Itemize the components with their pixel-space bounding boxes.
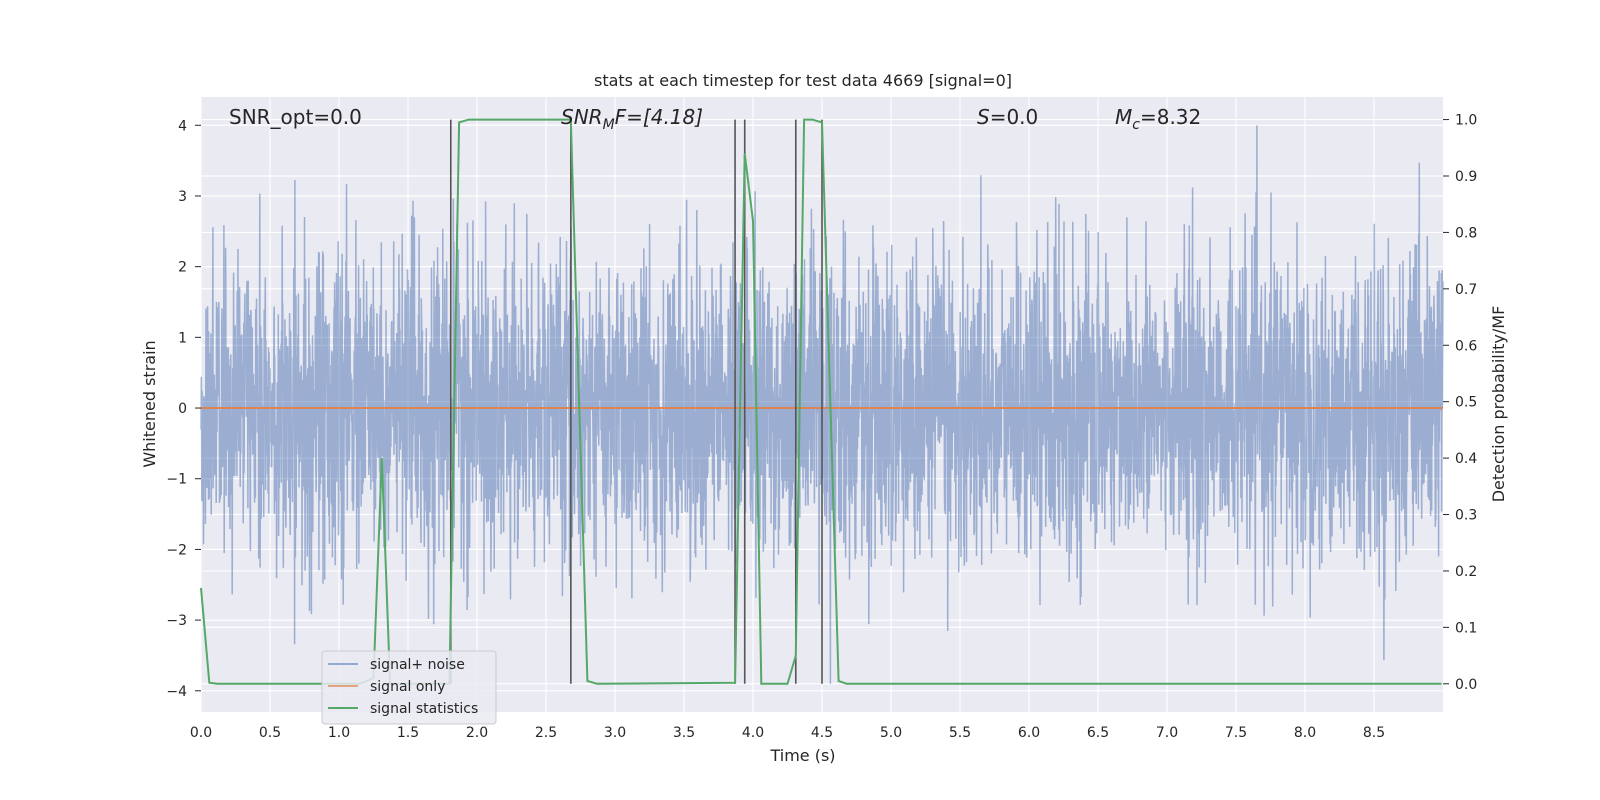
y-right-tick-label: 0.6	[1455, 338, 1477, 354]
x-tick-label: 3.5	[673, 725, 695, 741]
x-tick-label: 0.5	[259, 725, 281, 741]
y-right-tick-label: 0.1	[1455, 620, 1477, 636]
annotation-s-rest: =0.0	[990, 105, 1039, 129]
x-tick-label: 1.5	[397, 725, 419, 741]
x-tick-label: 1.0	[328, 725, 350, 741]
vertical-markers	[449, 119, 823, 684]
y-axis-label: Whitened strain	[140, 340, 159, 467]
y-tick-label: 4	[178, 118, 187, 134]
y-right-tick-label: 0.9	[1455, 169, 1477, 185]
y-tick-label: 3	[178, 189, 187, 205]
y-tick-label: −3	[166, 613, 187, 629]
legend-label-stats: signal statistics	[370, 701, 478, 717]
x-tick-label: 0.0	[190, 725, 212, 741]
annotation-snr-mf: SNRMF=[4.18]	[561, 105, 703, 133]
signal-statistics-line	[200, 118, 1442, 685]
annotation-s-var: S	[977, 105, 990, 129]
x-tick-label: 4.5	[811, 725, 833, 741]
y-axis-ticks: −4 −3 −2 −1 0 1 2 3 4	[166, 118, 201, 700]
x-tick-label: 3.0	[604, 725, 626, 741]
y-tick-label: 2	[178, 260, 187, 276]
x-tick-label: 5.5	[949, 725, 971, 741]
x-axis-label: Time (s)	[769, 746, 835, 765]
x-axis-ticks: 0.0 0.5 1.0 1.5 2.0 2.5 3.0 3.5 4.0 4.5 5.0 5.5 6.0 6…	[190, 725, 1385, 741]
x-tick-label: 6.5	[1087, 725, 1109, 741]
y-tick-label: 1	[178, 330, 187, 346]
y-right-tick-label: 0.4	[1455, 451, 1477, 467]
legend-label-signal: signal only	[370, 679, 445, 695]
x-tick-label: 2.5	[535, 725, 557, 741]
annotation-snr-mf-sub: M	[603, 117, 615, 133]
x-tick-label: 2.0	[466, 725, 488, 741]
annotation-mc-sub: c	[1132, 117, 1140, 133]
x-tick-label: 8.0	[1294, 725, 1316, 741]
annotation-snr-mf-main: SNR	[561, 105, 603, 129]
y-right-tick-label: 0.5	[1455, 395, 1477, 411]
y-right-tick-label: 0.3	[1455, 508, 1477, 524]
y-tick-label: −1	[166, 472, 187, 488]
y-tick-label: 0	[178, 401, 187, 417]
annotation-snr-mf-rest: F=[4.18]	[615, 105, 703, 129]
annotation-snr-opt: SNR_opt=0.0	[229, 105, 362, 129]
x-tick-label: 7.0	[1156, 725, 1178, 741]
y-tick-label: −2	[166, 542, 187, 558]
y-right-tick-label: 0.8	[1455, 225, 1477, 241]
x-tick-label: 8.5	[1363, 725, 1385, 741]
x-tick-label: 4.0	[742, 725, 764, 741]
y-right-tick-label: 1.0	[1455, 113, 1477, 129]
y-right-axis-ticks: 0.0 0.1 0.2 0.3 0.4 0.5 0.6 0.7 0.8 0.9 1.0	[1443, 113, 1477, 693]
legend-label-noise: signal+ noise	[370, 657, 465, 673]
x-tick-label: 6.0	[1018, 725, 1040, 741]
x-tick-label: 5.0	[880, 725, 902, 741]
y-tick-label: −4	[166, 684, 187, 700]
annotation-mc-var: M	[1115, 105, 1132, 129]
annotation-mc-rest: =8.32	[1140, 105, 1201, 129]
y-right-tick-label: 0.0	[1455, 677, 1477, 693]
legend-box	[321, 650, 497, 725]
annotation-mc: Mc=8.32	[1115, 105, 1201, 133]
y-right-axis-label: Detection probability/MF	[1489, 306, 1508, 503]
chart-title: stats at each timestep for test data 466…	[594, 71, 1012, 90]
legend: signal+ noise signal only signal statist…	[321, 650, 497, 725]
y-right-tick-label: 0.7	[1455, 282, 1477, 298]
x-tick-label: 7.5	[1225, 725, 1247, 741]
annotation-s: S=0.0	[977, 105, 1038, 129]
series-signal-statistics	[200, 118, 1442, 685]
y-right-tick-label: 0.2	[1455, 564, 1477, 580]
